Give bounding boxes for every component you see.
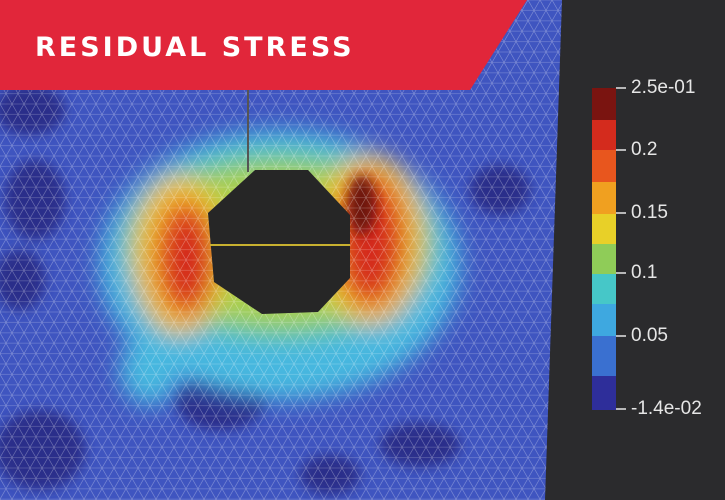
- colorbar-label: 0.05: [631, 325, 668, 346]
- colorbar-label: 2.5e-01: [631, 77, 695, 98]
- colorbar-band: [592, 120, 616, 150]
- colorbar: [592, 88, 616, 410]
- colorbar-label: 0.2: [631, 139, 657, 160]
- colorbar-band: [592, 88, 616, 120]
- colorbar-band: [592, 182, 616, 214]
- hole: [208, 170, 350, 314]
- colorbar-label: 0.1: [631, 262, 657, 283]
- title-banner: [0, 0, 527, 90]
- colorbar-band: [592, 336, 616, 376]
- colorbar-band: [592, 150, 616, 182]
- colorbar-band: [592, 376, 616, 410]
- colorbar-ticks: 2.5e-01 0.2 0.15 0.1 0.05 -1.4e-02: [616, 77, 702, 419]
- title: RESIDUAL STRESS: [35, 32, 355, 63]
- colorbar-label: -1.4e-02: [631, 398, 702, 419]
- colorbar-band: [592, 304, 616, 336]
- colorbar-label: 0.15: [631, 202, 668, 223]
- colorbar-band: [592, 274, 616, 304]
- colorbar-band: [592, 244, 616, 274]
- colorbar-band: [592, 214, 616, 244]
